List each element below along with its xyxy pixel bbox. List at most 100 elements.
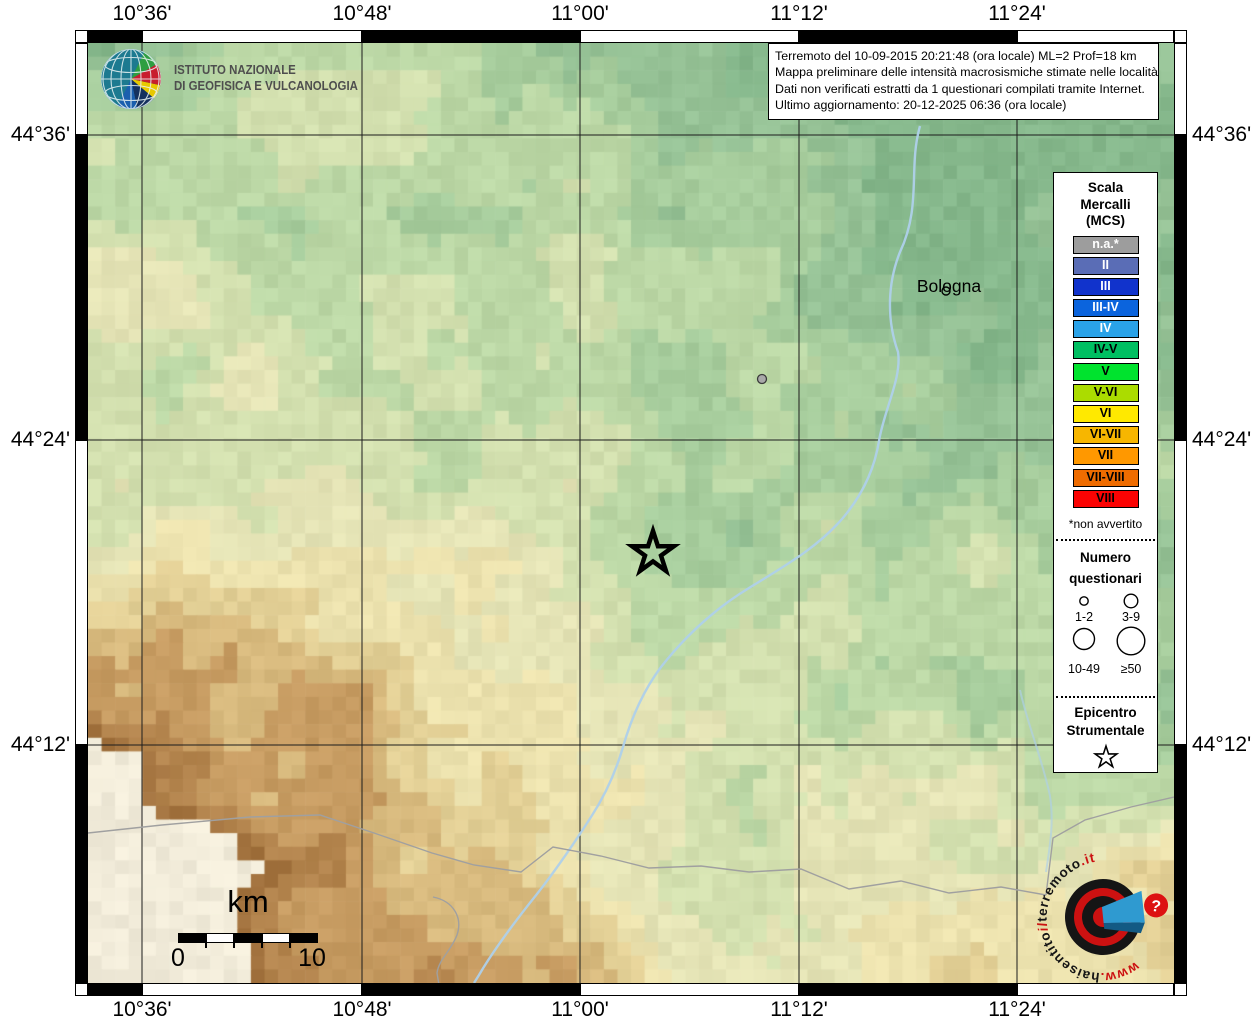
border-segment [88,30,142,43]
scalebar-unit-label: km [227,884,269,919]
size-label: 1-2 [1074,610,1092,624]
border-segment [362,30,580,43]
lon-label-bottom-2: 11°00' [551,998,609,1021]
city-marker-bologna [941,286,951,296]
legend-title-line: Scala [1087,180,1124,195]
epicenter-title-line: Strumentale [1066,722,1145,738]
lat-label-left-1: 44°24' [10,428,70,451]
city-label-bologna: Bologna [916,276,982,296]
border-segment [75,440,88,745]
mcs-chip-viiviii: VII-VIII [1072,468,1139,487]
lat-label-right-1: 44°24' [1192,428,1252,451]
border-segment [580,983,799,996]
scalebar-segment [290,933,318,943]
admin-boundary-line [432,896,460,983]
mcs-chip-na: n.a.* [1072,235,1139,254]
info-line-map-type: Mappa preliminare delle intensità macros… [775,65,1158,80]
border-segment [1174,745,1187,983]
border-corner [1174,30,1187,43]
ingv-name-line1: ISTITUTO NAZIONALE [174,62,296,77]
lon-label-top-4: 11°24' [988,2,1046,25]
lat-label-right-0: 44°36' [1192,123,1252,146]
border-segment [142,30,362,43]
lon-label-top-1: 10°48' [332,2,392,25]
mcs-chip-vii: VII [1072,447,1139,466]
scalebar-tick [205,943,207,948]
info-line-updated: Ultimo aggiornamento: 20-12-2025 06:36 (… [775,98,1067,113]
logo-megaphone-shade [1103,922,1145,934]
border-segment [1174,43,1187,135]
map-overlay [88,43,1174,983]
border-segment [362,983,580,996]
scalebar-tick [233,943,235,948]
questionnaire-title-line: Numero [1079,549,1131,565]
graticule-lines [88,43,1174,983]
scalebar-tick [261,943,263,948]
border-segment [75,745,88,983]
haisentito-logo: ? www.haisentitoilterremoto.it [1033,850,1169,991]
border-segment [1174,440,1187,745]
logo-question-mark: ? [1150,898,1162,916]
border-segment [1174,135,1187,440]
mcs-intensity-scale: n.a.* II III III-IV IV IV-V V V-VI VI VI-VII VII VI… [1054,235,1157,508]
legend-title-line: Mercalli [1080,196,1131,212]
mcs-chip-ivv: IV-V [1072,341,1139,360]
lat-label-left-2: 44°12' [10,733,70,756]
border-corner [75,983,88,996]
mcs-chip-v: V [1072,362,1139,381]
mcs-chip-viii: VIII [1072,489,1139,508]
scalebar-end-label: 10 [298,944,326,972]
lat-label-left-0: 44°36' [10,123,70,146]
border-segment [799,983,1017,996]
border-segment [1017,30,1174,43]
questionnaire-title-line: questionari [1069,570,1142,586]
mcs-chip-iiiiv: III-IV [1072,299,1139,318]
info-line-event: Terremoto del 10-09-2015 20:21:48 (ora l… [775,49,1137,63]
scalebar-segment [234,933,262,943]
lon-label-bottom-4: 11°24' [988,998,1046,1021]
questionnaire-point [756,373,768,385]
border-segment [580,30,799,43]
ingv-globe-icon [101,49,161,109]
lat-label-right-2: 44°12' [1192,733,1252,756]
lon-label-top-3: 11°12' [770,2,828,25]
logo-question-badge [1144,893,1169,918]
admin-boundary-line [1045,796,1174,896]
river-line [472,125,922,983]
logo-megaphone-icon [1101,890,1145,923]
scalebar [178,933,318,948]
size-label: 10-49 [1068,662,1100,676]
legend-footnote: *non avvertito [1068,516,1143,531]
border-segment [799,30,1017,43]
epicenter-star [625,523,681,577]
lon-label-bottom-3: 11°12' [770,998,828,1021]
lon-label-bottom-0: 10°36' [112,998,172,1021]
ingv-logo: ISTITUTO NAZIONALE DI GEOFISICA E VULCAN… [98,46,383,112]
mcs-chip-iii: III [1072,277,1139,296]
mcs-chip-iv: IV [1072,320,1139,339]
scalebar-segment [262,933,290,943]
legend-divider [1056,538,1155,541]
border-segment [75,135,88,440]
event-info-box: Terremoto del 10-09-2015 20:21:48 (ora l… [768,43,1159,120]
size-label: ≥50 [1120,662,1141,676]
mcs-chip-vi: VI [1072,405,1139,423]
legend-panel: Scala Mercalli (MCS) n.a.* II III III-IV IV I… [1053,172,1158,773]
size-label: 3-9 [1121,610,1139,624]
admin-boundary-line [88,814,1047,896]
ingv-name: ISTITUTO NAZIONALE DI GEOFISICA E VULCAN… [174,62,358,94]
border-corner [1174,983,1187,996]
border-corner [75,30,88,43]
mcs-chip-vivii: VI-VII [1072,426,1139,445]
terrain-map [88,43,1174,983]
ingv-name-line2: DI GEOFISICA E VULCANOLOGIA [174,78,358,93]
mcs-chip-ii: II [1072,256,1139,275]
scalebar-start-label: 0 [171,944,185,972]
scalebar-segment [206,933,234,943]
lon-label-top-0: 10°36' [112,2,172,25]
border-segment [1017,983,1174,996]
river-line [1019,689,1053,873]
epicenter-star-key [1092,743,1119,769]
info-line-data-source: Dati non verificati estratti da 1 questi… [775,81,1145,96]
